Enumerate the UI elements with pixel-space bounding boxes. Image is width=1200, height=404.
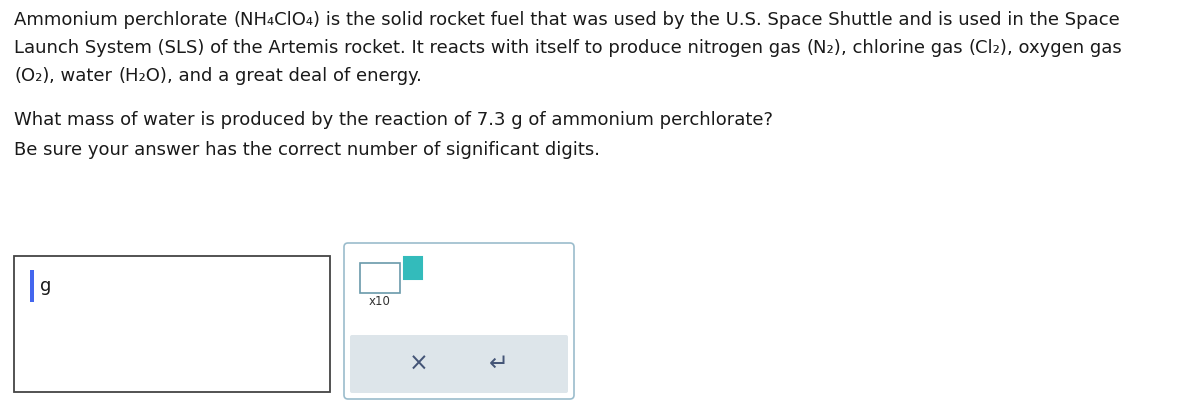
Text: x10: x10 [370,295,391,308]
Text: , water: , water [49,67,118,85]
FancyBboxPatch shape [14,256,330,392]
FancyBboxPatch shape [350,335,568,393]
Text: What mass of water is produced by the reaction of 7.3 g of ammonium perchlorate?: What mass of water is produced by the re… [14,111,773,129]
Text: is the solid rocket fuel that was used by the U.S. Space Shuttle and is used in : is the solid rocket fuel that was used b… [320,11,1120,29]
FancyBboxPatch shape [360,263,400,293]
Text: (O₂): (O₂) [14,67,49,85]
Text: (Cl₂): (Cl₂) [968,39,1007,57]
Text: , and a great deal of energy.: , and a great deal of energy. [167,67,422,85]
Text: g: g [40,277,52,295]
FancyBboxPatch shape [344,243,574,399]
Text: Be sure your answer has the correct number of significant digits.: Be sure your answer has the correct numb… [14,141,600,159]
Text: ↵: ↵ [490,352,509,376]
Text: (H₂O): (H₂O) [118,67,167,85]
Text: , oxygen gas: , oxygen gas [1007,39,1122,57]
Text: ×: × [409,352,428,376]
Text: Launch System (SLS) of the Artemis rocket. It reacts with itself to produce nitr: Launch System (SLS) of the Artemis rocke… [14,39,806,57]
FancyBboxPatch shape [30,270,34,302]
Text: Ammonium perchlorate: Ammonium perchlorate [14,11,233,29]
Text: (NH₄ClO₄): (NH₄ClO₄) [233,11,320,29]
Text: (N₂): (N₂) [806,39,841,57]
Text: , chlorine gas: , chlorine gas [841,39,968,57]
FancyBboxPatch shape [404,257,422,279]
